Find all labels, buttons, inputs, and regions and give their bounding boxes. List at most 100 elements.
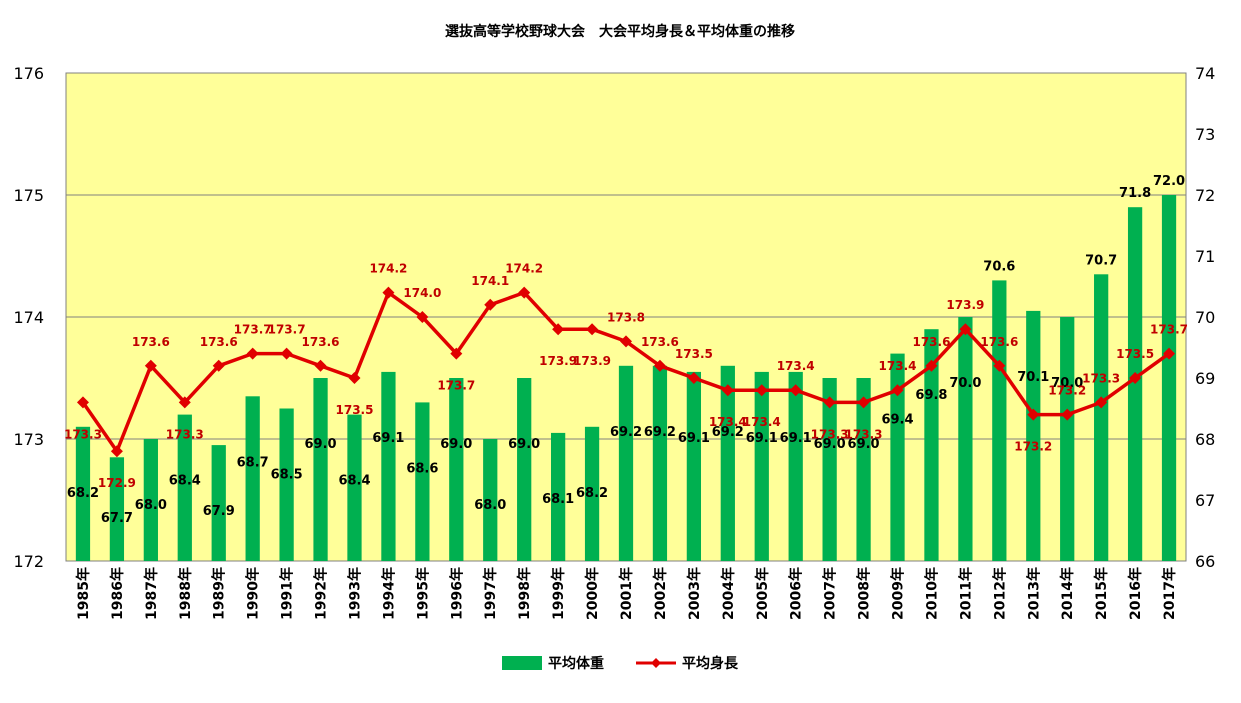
weight-bar-20 xyxy=(754,371,769,561)
height-label-32: 173.7 xyxy=(1150,323,1188,337)
x-tick-7: 1992年 xyxy=(313,567,330,620)
height-point-22 xyxy=(823,396,836,409)
height-label-4: 173.6 xyxy=(200,335,238,349)
x-tick-17: 2002年 xyxy=(652,567,669,620)
height-line xyxy=(76,286,1176,458)
left-tick-0: 172 xyxy=(13,552,44,571)
height-label-30: 173.3 xyxy=(1082,371,1120,385)
height-label-2: 173.6 xyxy=(132,335,170,349)
height-label-6: 173.7 xyxy=(268,323,306,337)
weight-bar-25 xyxy=(924,329,939,561)
height-point-30 xyxy=(1095,396,1108,409)
x-tick-26: 2011年 xyxy=(957,567,974,620)
weight-label-16: 69.2 xyxy=(610,425,642,440)
height-label-8: 173.5 xyxy=(336,403,374,417)
weight-bar-9 xyxy=(381,371,396,561)
weight-label-3: 68.4 xyxy=(169,474,201,489)
weight-label-19: 69.2 xyxy=(712,425,744,440)
weight-label-25: 69.8 xyxy=(915,388,947,403)
height-label-15: 173.9 xyxy=(573,354,611,368)
x-tick-28: 2013年 xyxy=(1025,567,1042,620)
height-point-13 xyxy=(518,286,531,299)
weight-label-28: 70.1 xyxy=(1017,370,1049,385)
weight-bar-2 xyxy=(143,439,158,561)
height-label-12: 174.1 xyxy=(471,274,509,288)
height-label-28: 173.2 xyxy=(1014,440,1052,454)
height-label-20: 173.4 xyxy=(743,415,781,429)
right-tick-7: 73 xyxy=(1195,125,1215,144)
weight-label-4: 67.9 xyxy=(203,504,235,519)
x-tick-20: 2005年 xyxy=(754,567,771,620)
right-tick-2: 68 xyxy=(1195,430,1215,449)
height-label-21: 173.4 xyxy=(777,359,815,373)
x-tick-27: 2012年 xyxy=(991,567,1008,620)
height-label-9: 174.2 xyxy=(369,262,407,276)
weight-bar-31 xyxy=(1127,207,1143,561)
left-axis-ticks: 172 173 174 175 176 xyxy=(13,64,44,571)
height-point-23 xyxy=(857,396,870,409)
height-label-23: 173.3 xyxy=(845,427,883,441)
left-tick-2: 174 xyxy=(13,308,44,327)
weight-label-1: 67.7 xyxy=(101,511,133,526)
x-tick-5: 1990年 xyxy=(245,567,262,620)
weight-label-27: 70.6 xyxy=(983,259,1015,274)
weight-label-5: 68.7 xyxy=(237,455,269,470)
height-point-29 xyxy=(1061,408,1074,421)
weight-label-21: 69.1 xyxy=(780,431,812,446)
height-point-18 xyxy=(687,372,700,384)
height-point-8 xyxy=(348,372,361,384)
weight-bar-23 xyxy=(856,378,871,561)
weight-label-2: 68.0 xyxy=(135,498,167,513)
height-point-32 xyxy=(1163,347,1176,360)
x-tick-30: 2015年 xyxy=(1093,567,1110,620)
weight-data-labels: 68.267.768.068.467.968.768.569.068.469.1… xyxy=(67,174,1185,526)
weight-bar-15 xyxy=(584,426,600,561)
weight-label-10: 68.6 xyxy=(406,461,438,476)
legend-height-label: 平均身長 xyxy=(682,655,739,672)
weight-label-11: 69.0 xyxy=(440,437,472,452)
height-label-24: 173.4 xyxy=(879,359,917,373)
height-label-26: 173.9 xyxy=(946,298,984,312)
x-tick-25: 2010年 xyxy=(923,567,940,620)
legend-height-marker xyxy=(651,658,661,668)
weight-bar-13 xyxy=(517,378,532,561)
height-label-13: 174.2 xyxy=(505,262,543,276)
height-point-9 xyxy=(382,286,395,299)
left-tick-3: 175 xyxy=(13,186,44,205)
weight-label-13: 69.0 xyxy=(508,437,540,452)
right-axis-ticks: 66 67 68 69 70 71 72 73 74 xyxy=(1195,64,1215,571)
right-tick-8: 74 xyxy=(1195,64,1215,83)
height-point-16 xyxy=(620,335,632,348)
x-tick-9: 1994年 xyxy=(380,567,397,620)
weight-label-32: 72.0 xyxy=(1153,174,1185,189)
height-label-27: 173.6 xyxy=(980,335,1018,349)
weight-bar-18 xyxy=(686,371,702,561)
height-point-14 xyxy=(552,323,565,336)
height-point-1 xyxy=(110,445,123,458)
height-label-17: 173.6 xyxy=(641,335,679,349)
weight-bar-0 xyxy=(75,426,91,561)
weight-label-24: 69.4 xyxy=(881,413,913,428)
weight-label-30: 70.7 xyxy=(1085,253,1117,268)
weight-label-0: 68.2 xyxy=(67,486,99,501)
weight-bar-30 xyxy=(1094,274,1109,561)
weight-bar-16 xyxy=(618,365,634,561)
weight-bar-7 xyxy=(313,378,328,561)
weight-bar-11 xyxy=(449,378,464,561)
x-tick-15: 2000年 xyxy=(584,567,601,620)
weight-bar-8 xyxy=(347,414,362,561)
x-tick-1: 1986年 xyxy=(109,567,126,620)
weight-label-31: 71.8 xyxy=(1119,186,1151,201)
weight-bar-19 xyxy=(720,365,735,561)
height-label-3: 173.3 xyxy=(166,427,204,441)
height-point-25 xyxy=(925,359,938,372)
height-point-28 xyxy=(1027,408,1040,421)
right-tick-4: 70 xyxy=(1195,308,1215,327)
height-point-24 xyxy=(891,384,904,397)
weight-label-23: 69.0 xyxy=(848,437,880,452)
weight-label-9: 69.1 xyxy=(372,431,404,446)
height-label-18: 173.5 xyxy=(675,347,713,361)
x-tick-23: 2008年 xyxy=(856,567,873,620)
legend-weight-label: 平均体重 xyxy=(548,655,604,672)
